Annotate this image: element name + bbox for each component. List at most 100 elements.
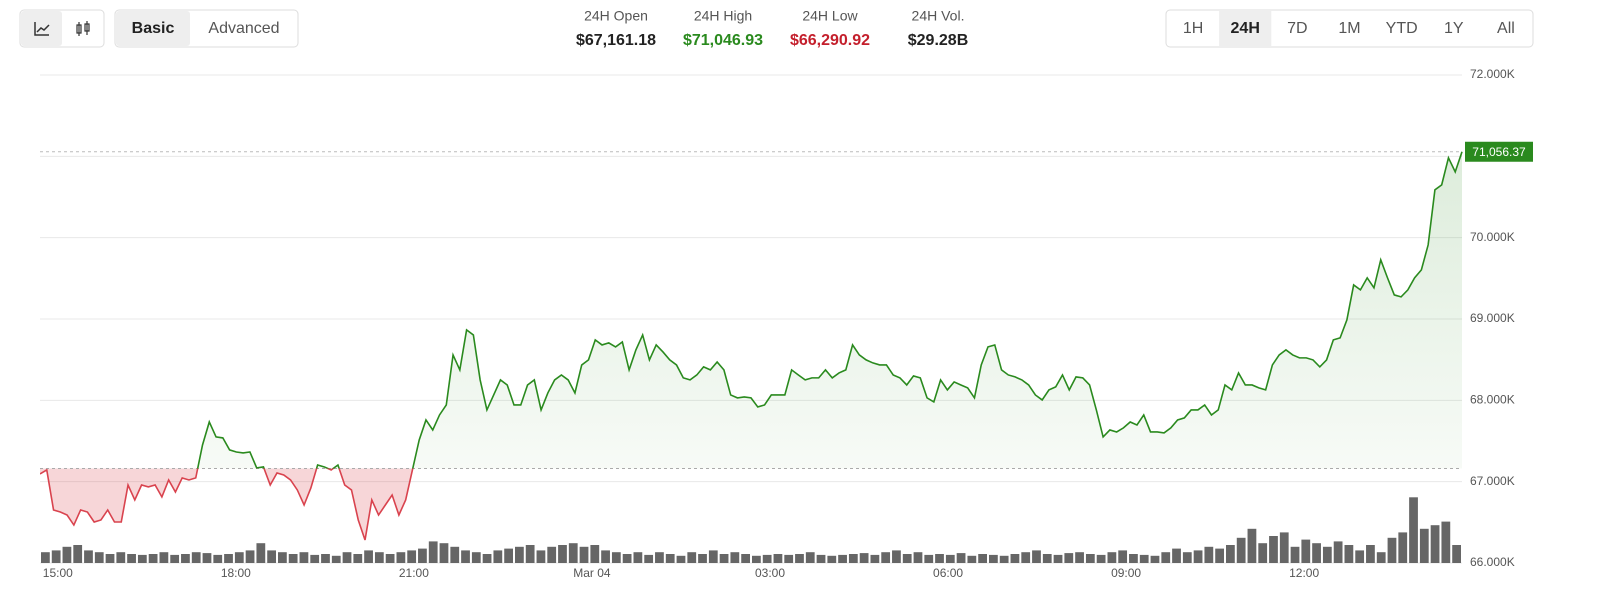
x-tick-label: 21:00 [399,566,429,580]
volume-bar [773,554,783,563]
volume-bar [1301,539,1311,563]
volume-bar [762,554,772,563]
volume-bar [579,546,589,563]
volume-bar [525,545,535,563]
volume-bar [515,546,524,563]
volume-bar [978,554,987,563]
volume-bar [428,541,438,563]
volume-bar [418,548,427,563]
candle-icon [76,21,90,36]
range-button[interactable]: 1Y [1444,20,1464,37]
last-price-box [1465,141,1533,162]
volume-bar [558,545,567,563]
volume-bar [967,555,977,563]
volume-bar [1344,545,1354,563]
volume-bar [665,554,675,563]
volume-bar [956,553,966,563]
volume-bar [1215,548,1224,563]
volume-bar [655,552,664,563]
volume-bar [84,550,93,563]
volume-bar [633,552,643,563]
volume-bar [536,550,546,563]
volume-bar [353,554,363,563]
y-tick-label: 68.000K [1470,393,1515,407]
stat-value: $66,290.92 [790,32,870,49]
stat-label: 24H Low [802,8,858,24]
volume-bar [1279,532,1289,563]
volume-bar [396,552,406,563]
x-tick-label: 15:00 [43,566,73,580]
volume-bar [288,554,298,563]
volume-bar [482,554,492,563]
volume-bar [913,552,923,563]
volume-bar [1226,545,1235,563]
volume-bar [719,554,729,563]
range-button[interactable]: 24H [1231,20,1260,37]
mode-advanced[interactable]: Advanced [208,20,279,37]
volume-bar [1452,545,1461,563]
volume-bar [159,552,169,563]
range-button[interactable]: YTD [1386,20,1418,37]
volume-bar [999,555,1009,563]
volume-bar [838,554,847,563]
volume-bar [816,554,826,563]
volume-bar [590,545,600,563]
volume-bar [1161,552,1171,563]
volume-bar [1053,554,1063,563]
volume-bar [148,554,158,563]
volume-bar [708,550,718,563]
volume-bar [1010,554,1020,563]
volume-bar [1269,536,1278,563]
volume-bar [364,550,373,563]
volume-bar [331,555,341,563]
x-tick-label: Mar 04 [573,566,611,580]
volume-bar [1096,554,1106,563]
volume-bar [450,546,460,563]
volume-bar [1107,552,1117,563]
volume-bar [1129,554,1138,563]
range-button[interactable]: All [1497,20,1515,37]
volume-bar [644,554,654,563]
volume-bar [1430,525,1440,563]
volume-bar [256,543,266,563]
volume-bar [461,550,470,563]
volume-bar [687,552,697,563]
volume-bar [267,550,276,563]
mode-basic[interactable]: Basic [132,20,175,37]
volume-bar [504,548,513,563]
volume-bar [848,554,858,563]
volume-bar [1118,550,1128,563]
volume-bar [170,554,180,563]
range-button[interactable]: 7D [1287,20,1307,37]
range-selected-bg[interactable] [1219,11,1272,46]
volume-bar [278,552,287,563]
volume-bar [1376,552,1386,563]
x-tick-label: 06:00 [933,566,963,580]
y-tick-label: 70.000K [1470,230,1515,244]
mode-selected-bg[interactable] [116,11,190,46]
volume-bar [245,550,255,563]
volume-bar [1312,543,1321,563]
stat-value: $67,161.18 [576,32,656,49]
x-tick-label: 18:00 [221,566,251,580]
candle-chart-button[interactable] [63,11,103,46]
volume-bar [989,554,998,563]
volume-bar [1258,543,1268,563]
volume-bar [181,554,190,563]
volume-bar [924,554,934,563]
volume-bar [784,554,794,563]
range-button[interactable]: 1H [1183,20,1203,37]
volume-bar [870,554,880,563]
volume-bar [1172,548,1181,563]
volume-bar [795,554,804,563]
volume-bar [1366,545,1375,563]
x-tick-label: 09:00 [1111,566,1141,580]
volume-bar [407,550,417,563]
volume-bar [202,553,212,563]
range-button[interactable]: 1M [1338,20,1360,37]
volume-bar [881,552,891,563]
stat-label: 24H Vol. [912,8,965,24]
y-tick-label: 69.000K [1470,311,1515,325]
volume-bar [805,552,815,563]
